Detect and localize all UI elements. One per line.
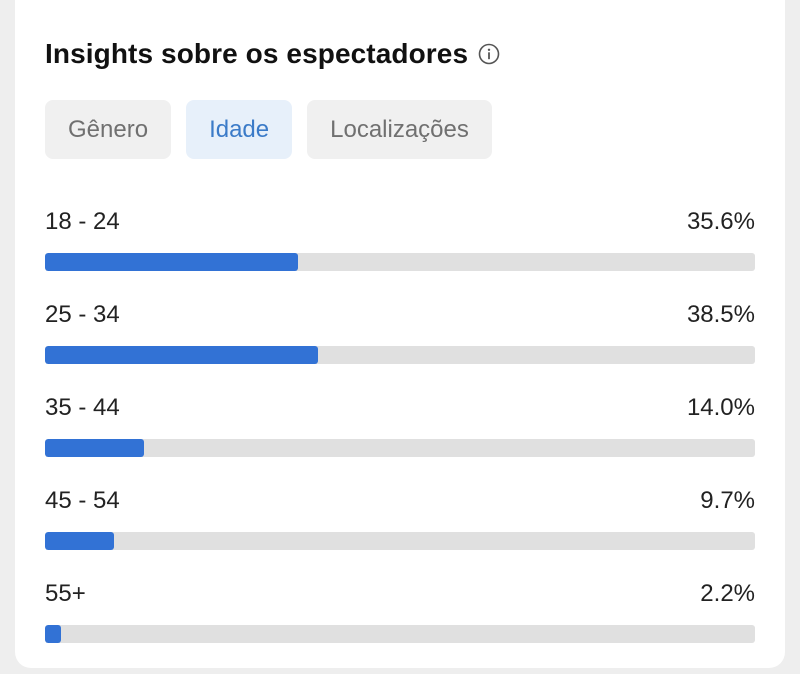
tab-localizacoes[interactable]: Localizações [307, 100, 492, 159]
viewer-insights-card: Insights sobre os espectadores Gênero Id… [15, 0, 785, 668]
progress-fill [45, 532, 114, 550]
age-percent-value: 2.2% [700, 580, 755, 607]
progress-fill [45, 346, 319, 364]
age-range-label: 35 - 44 [45, 394, 120, 421]
age-row: 45 - 54 9.7% [45, 487, 755, 580]
progress-track [45, 346, 755, 364]
age-percent-value: 9.7% [700, 487, 755, 514]
age-range-label: 45 - 54 [45, 487, 120, 514]
age-row: 35 - 44 14.0% [45, 394, 755, 487]
age-percent-value: 35.6% [686, 208, 755, 235]
card-title: Insights sobre os espectadores [45, 38, 469, 69]
info-circle-icon[interactable] [478, 43, 500, 65]
progress-track [45, 625, 755, 643]
age-row: 25 - 34 38.5% [45, 301, 755, 394]
age-range-label: 18 - 24 [45, 208, 120, 235]
progress-track [45, 439, 755, 457]
age-range-label: 55+ [45, 580, 86, 607]
age-percent-value: 38.5% [686, 301, 755, 328]
age-percent-value: 14.0% [686, 394, 755, 421]
tab-label: Gênero [68, 115, 149, 143]
tab-bar: Gênero Idade Localizações [45, 100, 492, 159]
progress-fill [45, 439, 145, 457]
progress-fill [45, 253, 298, 271]
card-header: Insights sobre os espectadores [45, 38, 500, 70]
age-range-label: 25 - 34 [45, 301, 120, 328]
age-row: 18 - 24 35.6% [45, 208, 755, 301]
progress-track [45, 253, 755, 271]
tab-genero[interactable]: Gênero [45, 100, 172, 159]
age-row: 55+ 2.2% [45, 580, 755, 673]
progress-track [45, 532, 755, 550]
tab-idade[interactable]: Idade [186, 100, 293, 159]
tab-label: Localizações [330, 115, 469, 143]
tab-label: Idade [209, 115, 270, 143]
age-distribution-list: 18 - 24 35.6% 25 - 34 38.5% 35 - 44 14.0… [45, 208, 755, 673]
progress-fill [45, 625, 61, 643]
